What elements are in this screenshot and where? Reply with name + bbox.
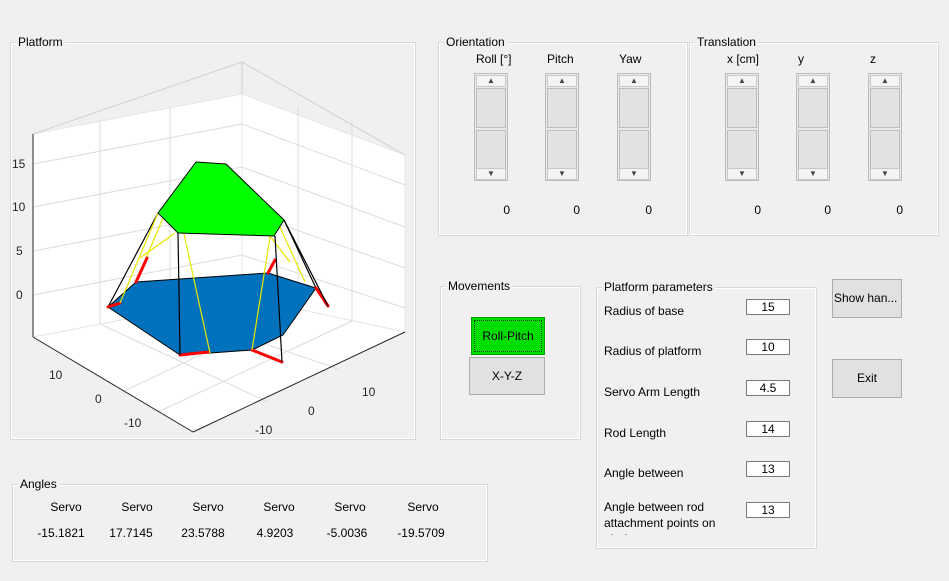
angles-panel-title: Angles (18, 477, 59, 491)
slider-track[interactable] (619, 88, 649, 128)
servo-angle-value: -19.5709 (397, 526, 445, 540)
slider-track[interactable] (870, 88, 900, 128)
yaw-header: Yaw (619, 52, 642, 66)
servo-header: Servo (50, 500, 82, 514)
servo-arm-length-field[interactable]: 4.5 (746, 380, 790, 396)
yaw-slider[interactable]: ▲ ▼ (617, 73, 651, 181)
y-slider[interactable]: ▲ ▼ (796, 73, 830, 181)
translation-panel-title: Translation (695, 35, 758, 49)
top-platform (157, 161, 285, 237)
orientation-panel: Orientation (438, 36, 688, 236)
y-tick-label: 0 (308, 404, 315, 418)
slider-up-arrow-icon[interactable]: ▲ (547, 75, 577, 87)
platform-3d-plot[interactable]: 15 10 5 0 10 0 -10 10 0 -10 (0, 0, 420, 440)
servo-header: Servo (121, 500, 153, 514)
angle-rod-attachment-field[interactable]: 13 (746, 502, 790, 518)
platform-panel: Platform (10, 36, 416, 440)
slider-down-arrow-icon[interactable]: ▼ (870, 168, 900, 180)
x-slider[interactable]: ▲ ▼ (725, 73, 759, 181)
rod-length-field[interactable]: 14 (746, 421, 790, 437)
x-tick-label: 0 (95, 392, 102, 406)
orientation-panel-title: Orientation (444, 35, 507, 49)
y-tick-label: 10 (362, 385, 376, 399)
z-value: 0 (896, 203, 903, 217)
x-value: 0 (754, 203, 761, 217)
angle-between-field[interactable]: 13 (746, 461, 790, 477)
servo-angle-value: -15.1821 (37, 526, 85, 540)
platform-params-panel: Platform parameters (596, 281, 817, 549)
slider-down-arrow-icon[interactable]: ▼ (727, 168, 757, 180)
param-label: Servo Arm Length (604, 385, 701, 399)
pitch-slider[interactable]: ▲ ▼ (545, 73, 579, 181)
y-header: y (798, 52, 804, 66)
roll-value: 0 (503, 203, 510, 217)
servo-angle-value: 4.9203 (256, 526, 294, 540)
param-label: Angle between rod attachment points on p… (604, 500, 716, 535)
servo-header: Servo (407, 500, 439, 514)
slider-track[interactable] (476, 88, 506, 128)
servo-header: Servo (334, 500, 366, 514)
slider-track[interactable] (727, 130, 757, 170)
pitch-value: 0 (573, 203, 580, 217)
param-label: Rod Length (604, 426, 667, 440)
param-label: Angle between (604, 466, 684, 480)
z-tick-label: 10 (12, 200, 26, 214)
pitch-header: Pitch (547, 52, 574, 66)
slider-up-arrow-icon[interactable]: ▲ (476, 75, 506, 87)
x-tick-label: 10 (49, 368, 63, 382)
servo-angle-value: -5.0036 (326, 526, 368, 540)
z-tick-label: 5 (16, 244, 23, 258)
z-tick-label: 15 (12, 157, 26, 171)
movements-panel-title: Movements (446, 279, 513, 293)
roll-header: Roll [°] (476, 52, 512, 66)
platform-panel-title: Platform (16, 35, 65, 49)
servo-header: Servo (192, 500, 224, 514)
radius-base-field[interactable]: 15 (746, 299, 790, 315)
x-tick-label: -10 (124, 416, 142, 430)
z-slider[interactable]: ▲ ▼ (868, 73, 902, 181)
slider-track[interactable] (798, 130, 828, 170)
slider-down-arrow-icon[interactable]: ▼ (619, 168, 649, 180)
slider-down-arrow-icon[interactable]: ▼ (547, 168, 577, 180)
slider-up-arrow-icon[interactable]: ▲ (619, 75, 649, 87)
servo-header: Servo (263, 500, 295, 514)
platform-params-body: Radius of base Radius of platform Servo … (597, 293, 815, 535)
roll-pitch-button[interactable]: Roll-Pitch (471, 317, 545, 355)
slider-track[interactable] (476, 130, 506, 170)
translation-panel: Translation (689, 36, 939, 236)
slider-track[interactable] (727, 88, 757, 128)
slider-up-arrow-icon[interactable]: ▲ (798, 75, 828, 87)
z-tick-label: 0 (16, 288, 23, 302)
slider-up-arrow-icon[interactable]: ▲ (727, 75, 757, 87)
z-header: z (870, 52, 876, 66)
movements-panel: Movements (440, 280, 581, 440)
slider-track[interactable] (798, 88, 828, 128)
y-tick-label: -10 (255, 423, 273, 437)
slider-down-arrow-icon[interactable]: ▼ (476, 168, 506, 180)
show-hand-button[interactable]: Show han... (832, 279, 902, 318)
slider-up-arrow-icon[interactable]: ▲ (870, 75, 900, 87)
slider-track[interactable] (547, 130, 577, 170)
exit-button[interactable]: Exit (832, 359, 902, 398)
param-label: Radius of platform (604, 344, 702, 358)
slider-track[interactable] (619, 130, 649, 170)
platform-params-title: Platform parameters (602, 280, 715, 294)
servo-angle-value: 23.5788 (181, 526, 225, 540)
yaw-value: 0 (645, 203, 652, 217)
param-label: Radius of base (604, 304, 685, 318)
angles-panel: Angles (12, 478, 488, 562)
y-value: 0 (824, 203, 831, 217)
slider-track[interactable] (870, 130, 900, 170)
slider-track[interactable] (547, 88, 577, 128)
radius-platform-field[interactable]: 10 (746, 339, 790, 355)
roll-slider[interactable]: ▲ ▼ (474, 73, 508, 181)
servo-angle-value: 17.7145 (109, 526, 153, 540)
slider-down-arrow-icon[interactable]: ▼ (798, 168, 828, 180)
xyz-button[interactable]: X-Y-Z (469, 357, 545, 395)
x-header: x [cm] (727, 52, 759, 66)
